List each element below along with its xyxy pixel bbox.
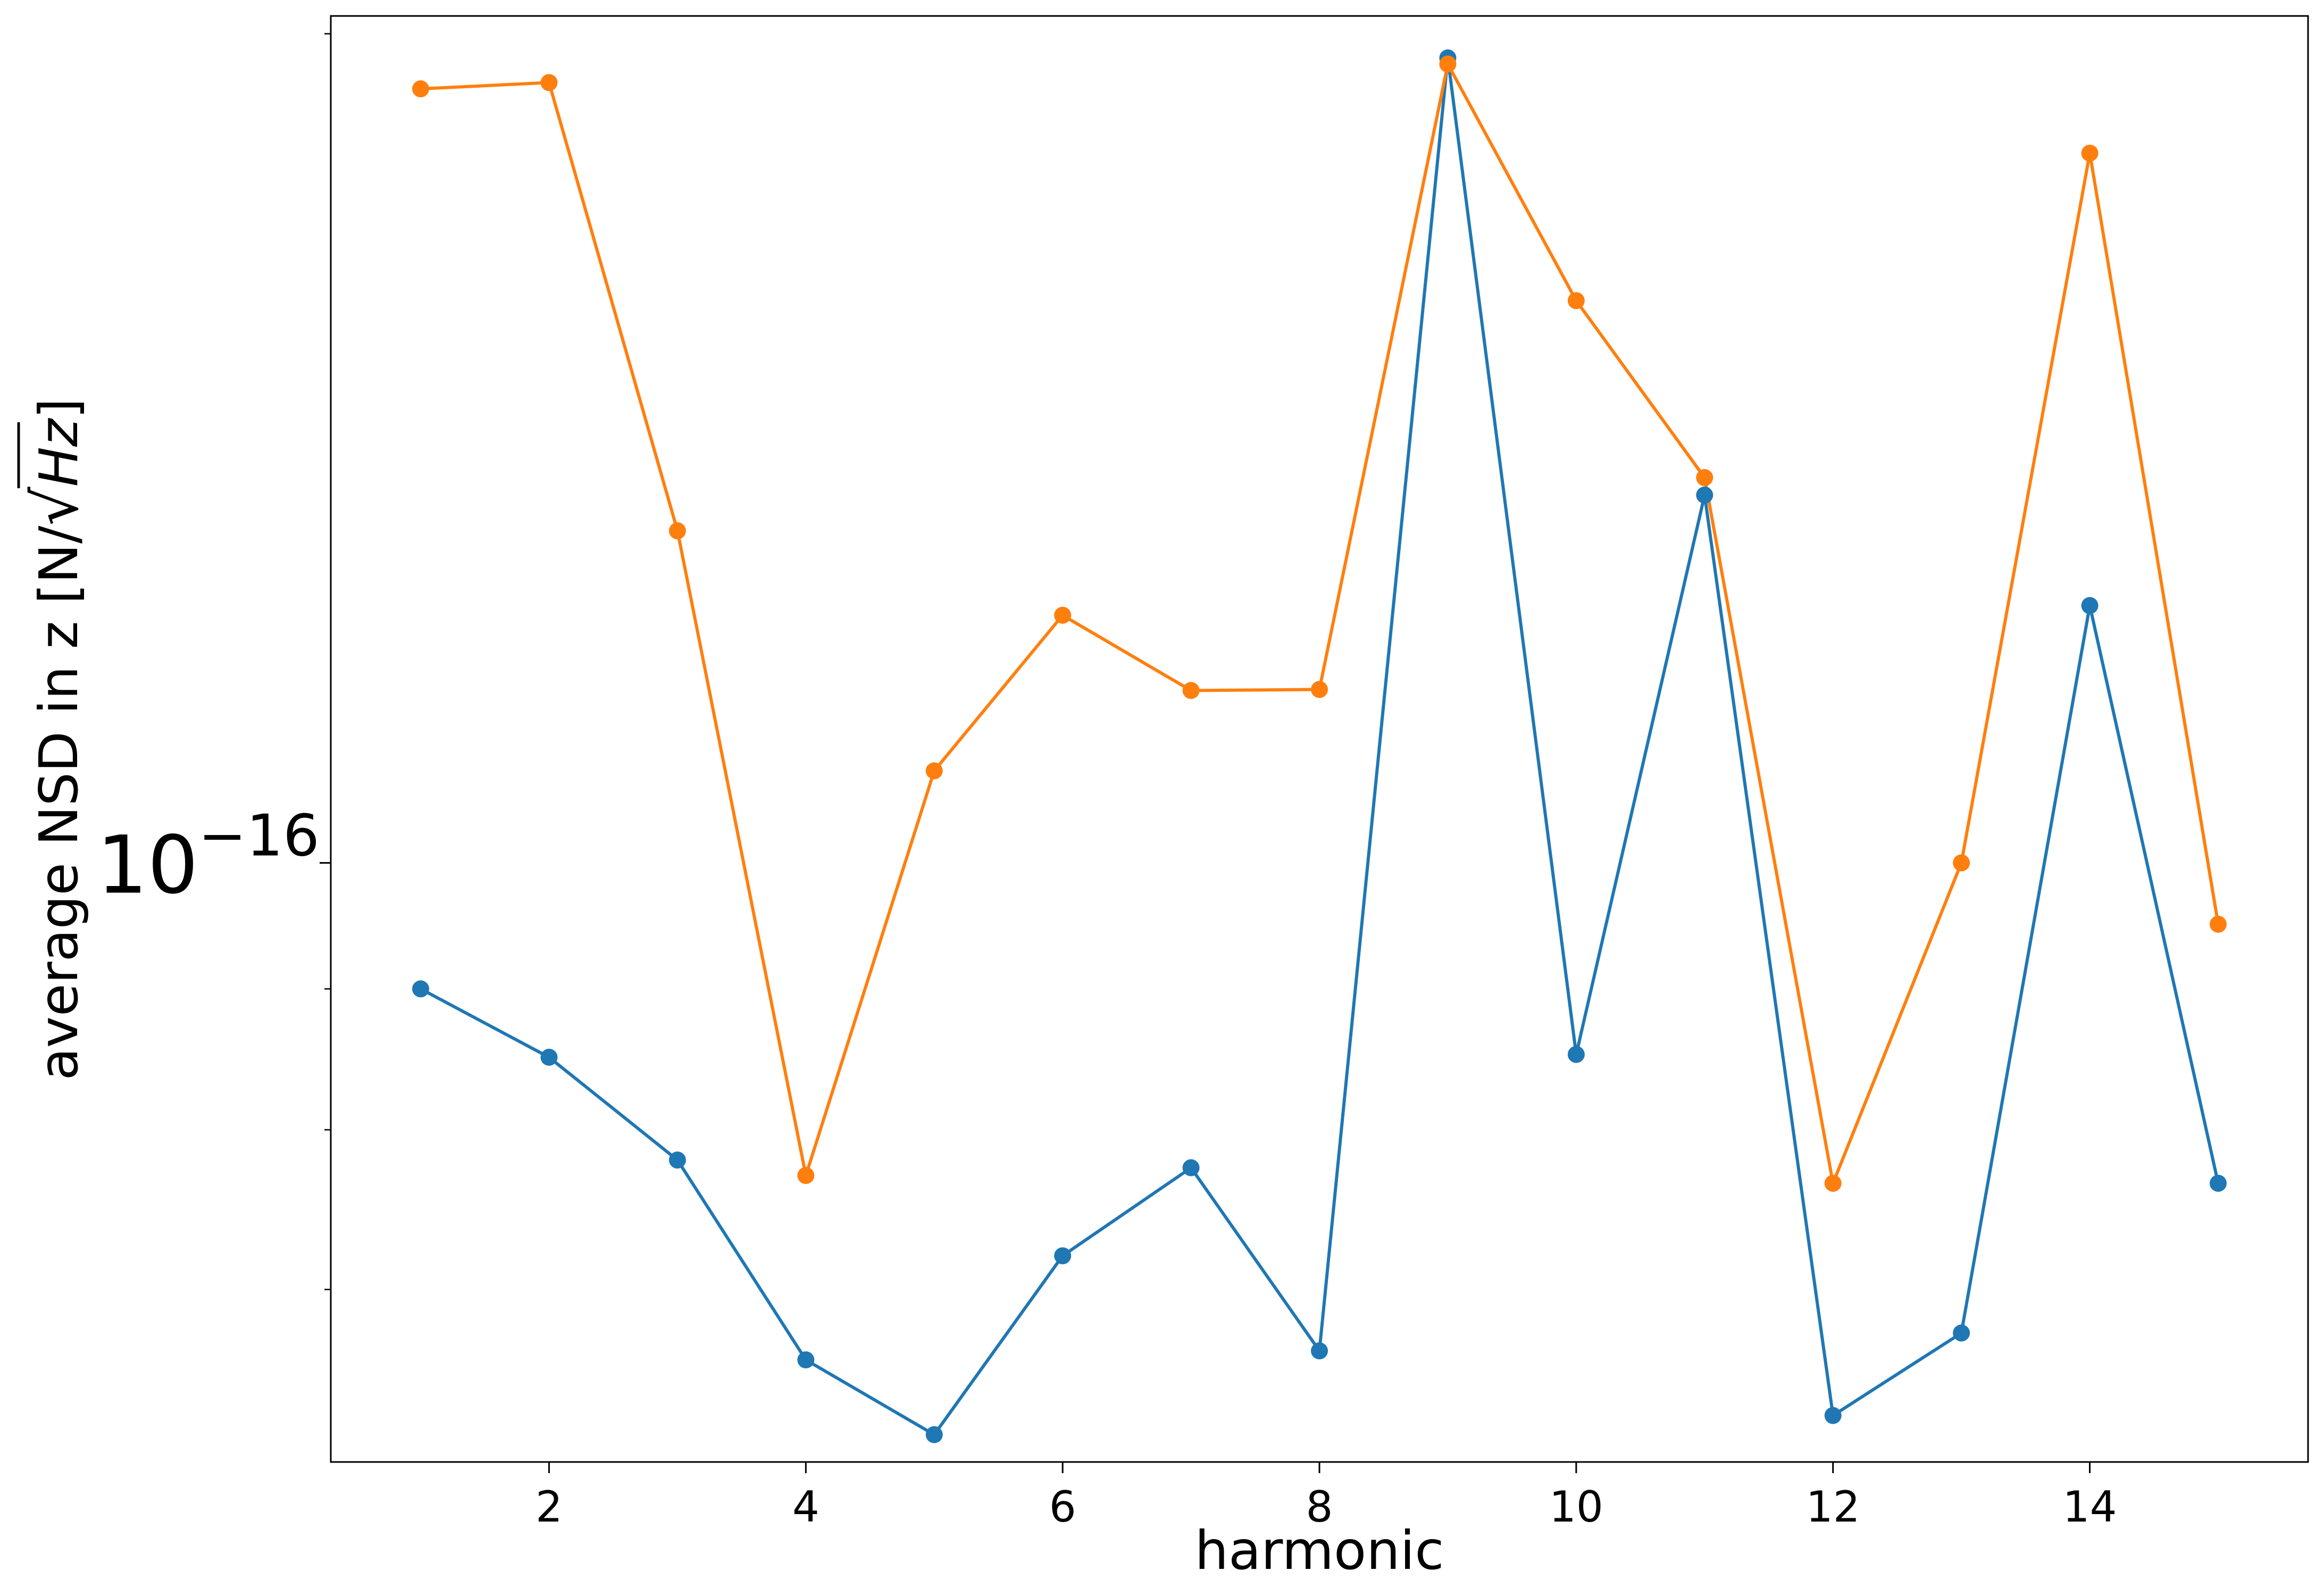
x-tick-label: 6	[1049, 1482, 1076, 1532]
x-tick-label: 4	[792, 1482, 820, 1532]
series-2-point	[412, 80, 429, 98]
series-2-point	[1054, 606, 1072, 624]
svg-text:average NSD in z [N/√Hz]: average NSD in z [N/√Hz]	[21, 398, 92, 1081]
x-tick-label: 12	[1806, 1482, 1860, 1532]
series-2-point	[1182, 682, 1200, 699]
series-2-point	[1824, 1174, 1842, 1192]
x-axis-label: harmonic	[1195, 1519, 1444, 1582]
series-1-point	[1182, 1159, 1200, 1176]
series-1-point	[1953, 1324, 1970, 1342]
x-tick-label: 14	[2063, 1482, 2117, 1532]
series-2-point	[1696, 469, 1713, 487]
y-tick-label: 10−16	[97, 803, 320, 912]
series-2-point	[668, 522, 686, 540]
series-1-point	[540, 1048, 558, 1066]
series-2-point	[1567, 292, 1585, 310]
series-2-point	[540, 74, 558, 91]
series-1-point	[797, 1351, 815, 1369]
series-1-point	[925, 1426, 943, 1443]
x-tick-label: 10	[1549, 1482, 1603, 1532]
series-1-point	[2210, 1174, 2227, 1192]
series-1-point	[412, 980, 429, 998]
series-1-point	[1567, 1046, 1585, 1063]
series-2-point	[1439, 55, 1457, 73]
series-1-point	[1054, 1247, 1072, 1265]
series-1-point	[1696, 486, 1713, 504]
series-2-point	[1953, 854, 1970, 872]
series-1-point	[2081, 597, 2099, 614]
series-2-point	[2081, 144, 2099, 162]
x-tick-label: 2	[536, 1482, 563, 1532]
series-2-point	[2210, 915, 2227, 933]
series-2-point	[925, 762, 943, 780]
x-tick-label: 8	[1306, 1482, 1333, 1532]
y-axis-label: average NSD in z [N/√Hz]	[21, 398, 92, 1081]
series-2-point	[797, 1167, 815, 1184]
series-2-point	[1311, 681, 1328, 698]
series-1-point	[1311, 1342, 1328, 1360]
series-1-point	[1824, 1407, 1842, 1424]
series-1-point	[668, 1151, 686, 1169]
